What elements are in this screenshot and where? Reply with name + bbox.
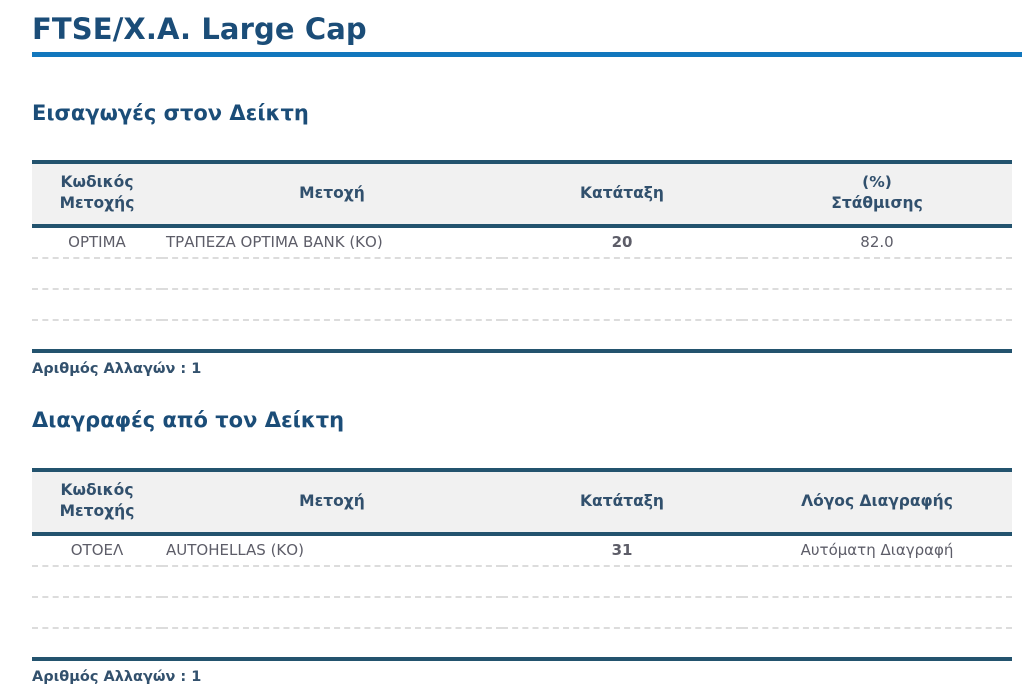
column-header-weight-line1: (%) [862,173,892,191]
cell-code [32,566,162,598]
cell-rank [502,597,742,629]
table-row-empty [32,258,1012,290]
table-row-empty [32,566,1012,598]
cell-code: ΟΤΟΕΛ [32,534,162,567]
column-header-code-line2: Μετοχής [59,502,135,520]
column-header-code-line1: Κωδικός [60,173,134,191]
cell-code [32,258,162,290]
cell-rank: 31 [502,534,742,567]
column-header-code: Κωδικός Μετοχής [32,160,162,228]
cell-rank [502,289,742,321]
cell-reason: Αυτόματη Διαγραφή [742,534,1012,567]
document-header: FTSE/X.A. Large Cap [32,10,1022,57]
table-row-empty [32,597,1012,629]
column-header-weight: (%) Στάθμισης [742,160,1012,228]
additions-header-row: Κωδικός Μετοχής Μετοχή Κατάταξη (%) Στάθ… [32,160,1012,228]
deletions-table-block: Κωδικός Μετοχής Μετοχή Κατάταξη Λόγος Δι… [32,468,1012,687]
column-header-code-line2: Μετοχής [59,194,135,212]
title-underline-rule [32,52,1022,57]
deletions-footer-rule [32,657,1012,661]
column-header-name: Μετοχή [162,160,502,228]
additions-table-block: Κωδικός Μετοχής Μετοχή Κατάταξη (%) Στάθ… [32,160,1012,379]
cell-name [162,289,502,321]
column-header-code-line1: Κωδικός [60,481,134,499]
column-header-rank: Κατάταξη [502,160,742,228]
column-header-rank: Κατάταξη [502,468,742,536]
cell-name [162,566,502,598]
table-row-empty [32,289,1012,321]
cell-rank: 20 [502,226,742,259]
cell-rank [502,566,742,598]
column-header-weight-line2: Στάθμισης [831,194,923,212]
cell-reason [742,597,1012,629]
additions-change-count: Αριθμός Αλλαγών : 1 [32,361,202,377]
additions-table-body: OPTIMA ΤΡΑΠΕΖΑ OPTIMA BANK (ΚΟ) 20 82.0 [32,226,1012,321]
cell-name [162,597,502,629]
cell-name [162,258,502,290]
section-heading-additions: Εισαγωγές στον Δείκτη [32,101,309,125]
additions-table: Κωδικός Μετοχής Μετοχή Κατάταξη (%) Στάθ… [32,160,1012,321]
document-page: FTSE/X.A. Large Cap Εισαγωγές στον Δείκτ… [32,10,1022,685]
deletions-table-head: Κωδικός Μετοχής Μετοχή Κατάταξη Λόγος Δι… [32,468,1012,536]
table-row: OPTIMA ΤΡΑΠΕΖΑ OPTIMA BANK (ΚΟ) 20 82.0 [32,226,1012,259]
deletions-table: Κωδικός Μετοχής Μετοχή Κατάταξη Λόγος Δι… [32,468,1012,629]
column-header-code: Κωδικός Μετοχής [32,468,162,536]
cell-name: AUTOHELLAS (ΚΟ) [162,534,502,567]
cell-name: ΤΡΑΠΕΖΑ OPTIMA BANK (ΚΟ) [162,226,502,259]
deletions-table-body: ΟΤΟΕΛ AUTOHELLAS (ΚΟ) 31 Αυτόματη Διαγρα… [32,534,1012,629]
cell-weight [742,258,1012,290]
cell-code [32,597,162,629]
cell-reason [742,566,1012,598]
cell-weight [742,289,1012,321]
additions-footer-rule [32,349,1012,353]
table-row: ΟΤΟΕΛ AUTOHELLAS (ΚΟ) 31 Αυτόματη Διαγρα… [32,534,1012,567]
section-heading-deletions: Διαγραφές από τον Δείκτη [32,408,345,432]
additions-table-head: Κωδικός Μετοχής Μετοχή Κατάταξη (%) Στάθ… [32,160,1012,228]
cell-weight: 82.0 [742,226,1012,259]
cell-rank [502,258,742,290]
cell-code: OPTIMA [32,226,162,259]
page-title: FTSE/X.A. Large Cap [32,12,367,46]
column-header-reason: Λόγος Διαγραφής [742,468,1012,536]
deletions-change-count: Αριθμός Αλλαγών : 1 [32,669,202,685]
deletions-header-row: Κωδικός Μετοχής Μετοχή Κατάταξη Λόγος Δι… [32,468,1012,536]
cell-code [32,289,162,321]
column-header-name: Μετοχή [162,468,502,536]
